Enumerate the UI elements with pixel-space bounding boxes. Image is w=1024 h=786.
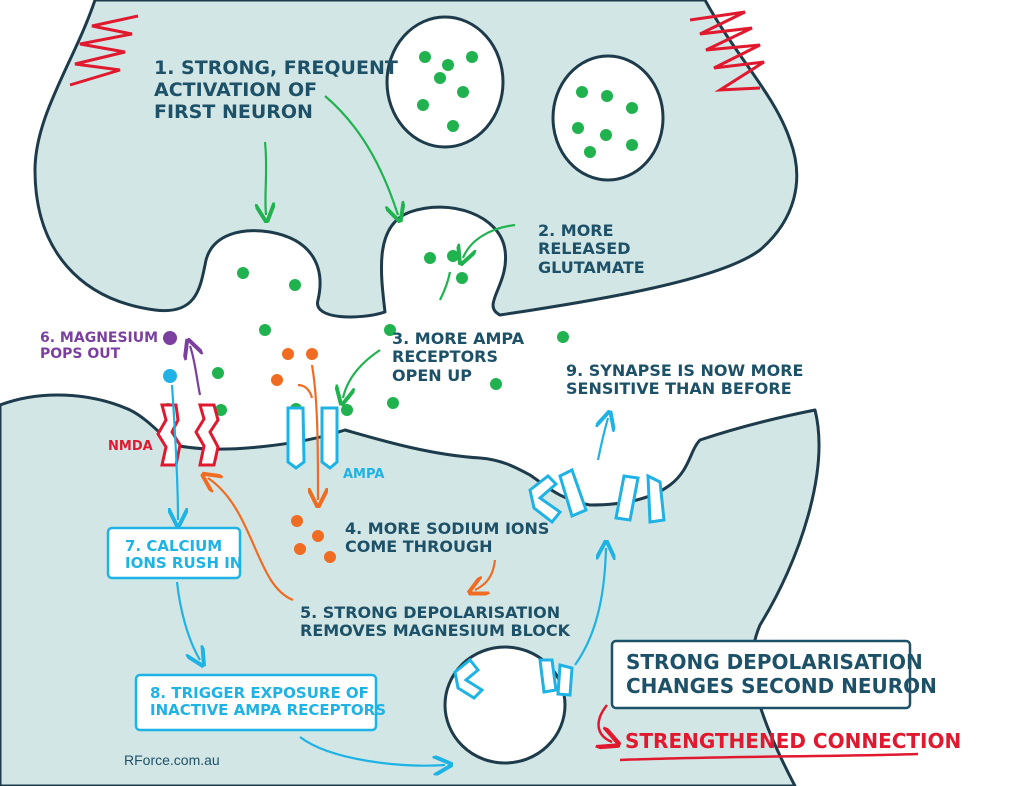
step9-label: 9. SYNAPSE IS NOW MORE SENSITIVE THAN BE… [566,361,804,399]
ampa-receptor [286,406,339,470]
ampa-label: AMPA [343,467,385,482]
sodium-ions [271,348,336,563]
vesicle [551,54,665,182]
step6-label: 6. MAGNESIUM POPS OUT [40,330,159,363]
result-arrow [599,704,612,742]
website-credit: RForce.com.au [124,752,220,768]
result-underline [619,752,919,762]
result-label: STRENGTHENED CONNECTION [625,729,962,753]
zigzag-right [689,10,765,92]
step8-label: 8. TRIGGER EXPOSURE OF INACTIVE AMPA REC… [150,684,387,720]
step3-label: 3. MORE AMPA RECEPTORS OPEN UP [392,329,525,385]
cyan-arrows [172,384,608,766]
glutamate-molecules [162,51,638,416]
magnesium-ion [163,331,177,345]
inactive-ampa-vesicle [443,645,574,765]
vesicle [385,15,505,149]
calcium-ion [163,369,177,383]
green-arrows [265,95,516,398]
step1-label: 1. STRONG, FREQUENT ACTIVATION OF FIRST … [154,57,398,123]
summary-box [610,639,912,710]
summary-label: STRONG DEPOLARISATION CHANGES SECOND NEU… [626,650,937,698]
magnesium-arrow [190,346,200,396]
new-ampa-receptors [528,467,666,525]
step2-label: 2. MORE RELEASED GLUTAMATE [538,221,645,277]
nmda-label: NMDA [108,439,153,454]
step5-label: 5. STRONG DEPOLARISATION REMOVES MAGNESI… [300,603,571,641]
step7-box [106,526,242,580]
step8-box [134,673,378,732]
zigzag-left [69,14,139,87]
step7-label: 7. CALCIUM IONS RUSH IN [125,537,243,573]
step4-label: 4. MORE SODIUM IONS COME THROUGH [345,519,550,557]
orange-arrows [208,364,497,602]
